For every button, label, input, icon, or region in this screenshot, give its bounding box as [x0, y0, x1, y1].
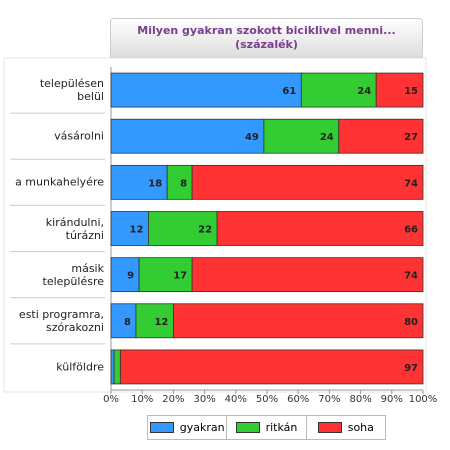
value-label: 66	[404, 225, 418, 236]
bar-segment	[110, 257, 140, 293]
legend-label: soha	[347, 421, 374, 434]
value-label: 80	[404, 317, 418, 328]
bar-segment	[375, 72, 424, 108]
value-label: 9	[127, 271, 134, 282]
x-tick-label: 100%	[409, 394, 438, 405]
chart-title: Milyen gyakran szokott biciklivel menni.…	[110, 18, 423, 58]
category-label: a munkahelyére	[15, 175, 104, 189]
x-tick-label: 20%	[162, 394, 184, 405]
legend: gyakran ritkán soha	[147, 415, 386, 440]
bar-segment	[110, 118, 265, 154]
legend-item: ritkán	[226, 416, 305, 439]
category-label: esti programra, szórakozni	[18, 307, 104, 334]
bar-segment	[338, 118, 424, 154]
x-tick-label: 0%	[103, 394, 119, 405]
category-label: másik településre	[42, 261, 104, 288]
value-label: 49	[245, 132, 259, 143]
value-label: 27	[404, 132, 418, 143]
value-label: 17	[173, 271, 187, 282]
value-label: 8	[124, 317, 131, 328]
value-label: 74	[404, 271, 418, 282]
category-label: településen belül	[39, 77, 104, 104]
x-tick-label: 50%	[256, 394, 278, 405]
bar-segment	[119, 349, 424, 385]
value-label: 24	[320, 132, 334, 143]
bar-segment	[110, 211, 149, 246]
bar-segment	[191, 164, 424, 200]
legend-item: soha	[305, 416, 385, 439]
value-label: 18	[148, 178, 162, 189]
legend-swatch	[235, 422, 260, 433]
x-tick-label: 80%	[349, 394, 371, 405]
bar-segment	[191, 257, 424, 293]
legend-label: gyakran	[179, 421, 225, 434]
bar-segment	[110, 349, 115, 385]
value-label: 8	[180, 178, 187, 189]
value-label: 61	[282, 86, 296, 97]
value-label: 15	[404, 86, 418, 97]
bar-segment	[113, 349, 121, 385]
legend-swatch	[149, 422, 174, 433]
category-label: vásárolni	[54, 129, 104, 143]
x-tick-label: 40%	[225, 394, 247, 405]
x-tick-label: 60%	[287, 394, 309, 405]
legend-label: ritkán	[265, 421, 298, 434]
value-label: 12	[130, 225, 144, 236]
bar-segment	[110, 72, 302, 108]
bar-segment	[110, 164, 168, 200]
bar-segment	[300, 72, 377, 108]
bar-segment	[166, 164, 193, 200]
value-label: 97	[404, 363, 418, 374]
bar-segment	[148, 211, 218, 246]
x-tick-label: 90%	[381, 394, 403, 405]
bar-segment	[263, 118, 340, 154]
x-tick-label: 30%	[193, 394, 215, 405]
bar-segment	[172, 303, 424, 339]
value-label: 12	[154, 317, 168, 328]
category-label: kirándulni, túrázni	[45, 215, 104, 242]
bar-segment	[216, 211, 424, 246]
legend-swatch	[317, 422, 342, 433]
bar-segment	[135, 303, 174, 339]
x-tick-label: 10%	[131, 394, 153, 405]
plot-border	[3, 57, 427, 393]
value-label: 74	[404, 178, 418, 189]
value-label: 22	[198, 225, 212, 236]
x-tick-label: 70%	[318, 394, 340, 405]
category-label: külföldre	[56, 360, 104, 374]
value-label: 24	[357, 86, 371, 97]
legend-item: gyakran	[148, 416, 226, 439]
